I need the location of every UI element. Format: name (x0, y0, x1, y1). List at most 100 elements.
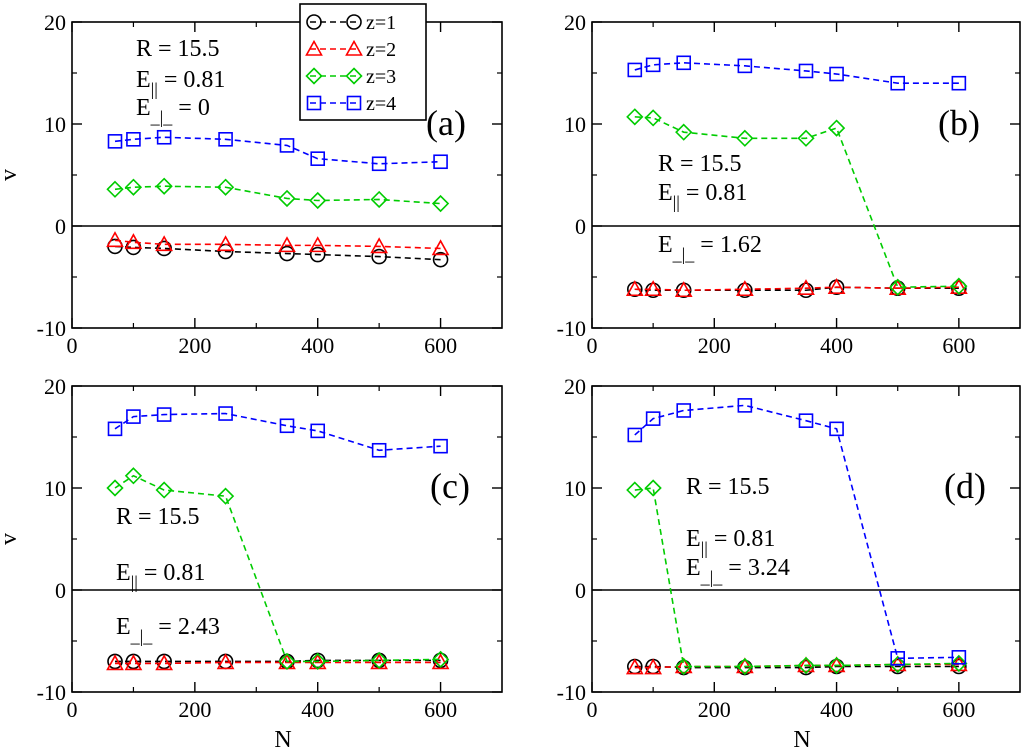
series-line (634, 665, 959, 669)
data-point (644, 479, 662, 497)
series-line (114, 412, 441, 452)
data-point (370, 237, 389, 254)
data-point (156, 129, 172, 145)
data-point (310, 423, 326, 439)
y-tick-label: 20 (564, 10, 586, 35)
panel-label: (d) (944, 466, 986, 506)
y-tick-label: 10 (564, 476, 586, 501)
legend-label: z=2 (366, 39, 396, 61)
data-point (431, 239, 450, 256)
x-tick-label: 600 (424, 333, 457, 358)
data-point (126, 409, 141, 424)
x-tick-label: 200 (178, 697, 211, 722)
data-point (371, 442, 387, 458)
data-point (951, 75, 967, 91)
data-point (890, 651, 906, 666)
x-tick-label: 600 (424, 697, 457, 722)
x-tick-label: 400 (820, 333, 853, 358)
data-point (626, 108, 644, 126)
series-line (634, 487, 959, 668)
x-axis-title: N (274, 727, 291, 753)
data-point (890, 75, 906, 91)
annotation-e-parallel: E|| = 0.81 (658, 180, 747, 212)
data-point (797, 279, 815, 296)
x-tick-label: 0 (67, 333, 78, 358)
data-point (433, 154, 448, 170)
data-point (798, 659, 814, 676)
annotation-e-parallel: E|| = 0.81 (136, 67, 225, 99)
data-point (218, 132, 233, 147)
y-tick-label: 0 (55, 214, 66, 239)
data-point (309, 652, 327, 671)
data-point (216, 178, 235, 196)
data-point (889, 278, 907, 296)
data-point (627, 427, 643, 443)
data-point (889, 655, 907, 674)
data-point (827, 656, 846, 673)
series-z=3 (106, 467, 450, 671)
legend-marker (346, 95, 362, 111)
data-point (645, 411, 661, 426)
annotation-r: R = 15.5 (136, 36, 220, 62)
series-line (114, 474, 441, 663)
data-point (216, 487, 235, 505)
data-point (309, 191, 327, 210)
x-tick-label: 400 (301, 333, 334, 358)
data-point (627, 62, 643, 78)
y-tick-label: -10 (37, 316, 66, 341)
plot-frame (591, 385, 1021, 693)
data-point (675, 657, 693, 676)
data-point (218, 406, 233, 421)
data-point (889, 658, 906, 675)
series-z=4 (107, 129, 448, 172)
legend: z=1 z=2 z=3 z=4 (299, 3, 427, 121)
data-point (798, 282, 814, 299)
annotation-e-perp: E_|_ = 0 (136, 95, 210, 127)
data-point (106, 180, 124, 198)
y-tick-label: 10 (44, 476, 66, 501)
series-z=3 (106, 177, 450, 213)
panel-label: (c) (430, 466, 470, 506)
data-point (432, 251, 449, 268)
x-tick-label: 0 (67, 697, 78, 722)
data-point (675, 123, 693, 141)
data-point (216, 235, 235, 252)
data-point (644, 109, 662, 127)
data-point (371, 248, 387, 265)
y-tick-label: -10 (557, 680, 586, 705)
annotation-e-parallel: E|| = 0.81 (116, 560, 205, 592)
data-point (797, 656, 815, 675)
data-point (888, 655, 907, 672)
data-point (431, 653, 450, 670)
y-tick-label: 0 (575, 214, 586, 239)
data-point (155, 654, 174, 671)
data-point (370, 651, 388, 670)
y-tick-label: 20 (44, 10, 66, 35)
series-z=3 (626, 479, 968, 676)
data-point (309, 246, 326, 263)
data-point (736, 657, 754, 676)
data-point (278, 189, 296, 208)
data-point (278, 236, 296, 253)
data-point (827, 656, 846, 675)
y-axis-title: v (0, 169, 22, 181)
data-point (124, 467, 143, 485)
data-point (626, 481, 644, 499)
data-point (308, 236, 327, 253)
legend-entry-z=1: z=1 (306, 12, 396, 34)
data-point (644, 280, 663, 297)
series-line (114, 185, 441, 205)
annotation-e-perp: E_|_ = 2.43 (116, 614, 220, 646)
data-point (950, 277, 968, 295)
data-point (155, 235, 174, 252)
data-point (431, 650, 450, 668)
data-point (370, 190, 388, 209)
y-axis-title: v (0, 533, 22, 545)
series-z=2 (106, 231, 450, 256)
legend-box (299, 3, 427, 121)
series-line (115, 661, 441, 665)
legend-entry-z=2: z=2 (305, 39, 396, 61)
